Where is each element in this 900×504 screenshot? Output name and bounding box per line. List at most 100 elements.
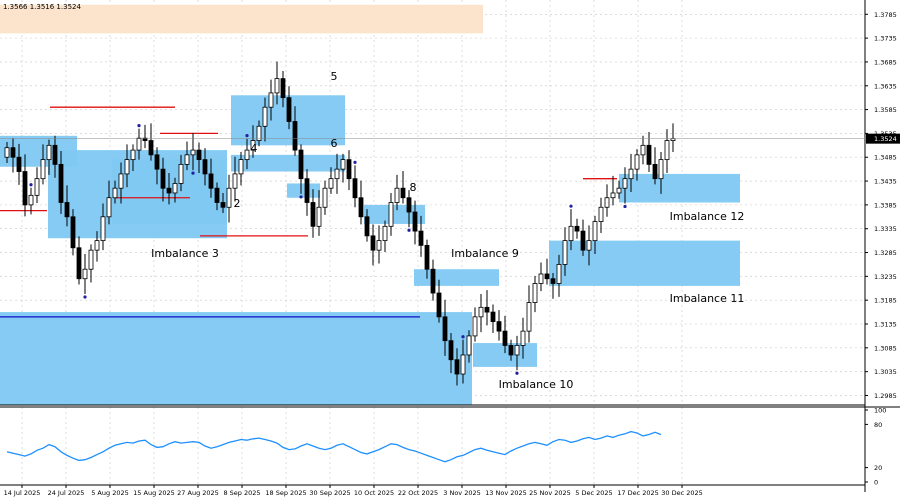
candle-bullish bbox=[256, 125, 262, 141]
time-tick-label: 25 Nov 2025 bbox=[529, 489, 571, 497]
candle-bearish bbox=[196, 149, 202, 161]
candle-bearish bbox=[424, 244, 430, 270]
zone-label: 7 bbox=[310, 206, 317, 219]
price-tick-label: 1.3435 bbox=[874, 178, 897, 186]
candle-bearish bbox=[358, 197, 364, 218]
time-tick-label: 13 Nov 2025 bbox=[485, 489, 527, 497]
candle-bearish bbox=[10, 147, 16, 158]
candle-bullish bbox=[670, 138, 676, 141]
fractal-marker bbox=[83, 295, 87, 299]
candle-bullish bbox=[226, 187, 232, 208]
time-tick-label: 15 Aug 2025 bbox=[133, 489, 175, 497]
candle-bullish bbox=[376, 240, 382, 251]
candle-bearish bbox=[214, 187, 220, 203]
candle-bullish bbox=[274, 78, 280, 94]
candle-bearish bbox=[160, 168, 166, 189]
candle-bearish bbox=[142, 137, 148, 141]
candle-bearish bbox=[202, 159, 208, 175]
candle-bullish bbox=[262, 106, 268, 127]
candle-bearish bbox=[364, 216, 370, 237]
price-tick-label: 1.3285 bbox=[874, 249, 897, 257]
candle-bullish bbox=[334, 168, 340, 180]
candle-bearish bbox=[52, 144, 58, 165]
candle-bearish bbox=[652, 163, 658, 180]
candle-bearish bbox=[448, 340, 454, 361]
time-tick-label: 24 Jul 2025 bbox=[48, 489, 85, 497]
time-tick-label: 10 Oct 2025 bbox=[354, 489, 394, 497]
candle-bullish bbox=[136, 137, 142, 151]
candle-bearish bbox=[70, 216, 76, 249]
candle-bearish bbox=[352, 178, 358, 199]
imbalance-zone bbox=[287, 183, 320, 198]
zone-label: Imbalance 12 bbox=[670, 210, 745, 223]
price-tick-label: 1.3635 bbox=[874, 82, 897, 90]
candle-bearish bbox=[406, 197, 412, 213]
candle-bullish bbox=[322, 187, 328, 208]
candle-bearish bbox=[436, 292, 442, 318]
candle-bullish bbox=[340, 159, 346, 170]
time-tick-label: 8 Sep 2025 bbox=[223, 489, 260, 497]
candle-bearish bbox=[412, 211, 418, 232]
price-tick-label: 1.3335 bbox=[874, 225, 897, 233]
candle-bullish bbox=[460, 354, 466, 375]
candle-bearish bbox=[490, 311, 496, 323]
candle-bearish bbox=[16, 156, 22, 172]
candle-bullish bbox=[520, 330, 526, 346]
price-tick-label: 1.3085 bbox=[874, 344, 897, 352]
candle-bullish bbox=[316, 206, 322, 227]
fractal-marker bbox=[137, 124, 141, 128]
candle-bearish bbox=[292, 121, 298, 151]
fractal-marker bbox=[191, 171, 195, 175]
candle-bearish bbox=[64, 202, 70, 218]
fractal-marker bbox=[569, 204, 573, 208]
imbalance-zone bbox=[549, 240, 740, 286]
time-tick-label: 17 Dec 2025 bbox=[617, 489, 659, 497]
candle-bullish bbox=[538, 273, 544, 284]
candle-bullish bbox=[472, 316, 478, 337]
price-tick-label: 1.3785 bbox=[874, 11, 897, 19]
candle-bullish bbox=[100, 216, 106, 242]
price-tick-label: 1.3235 bbox=[874, 273, 897, 281]
candle-bullish bbox=[124, 159, 130, 175]
candle-bullish bbox=[592, 221, 598, 242]
price-tick-label: 1.3385 bbox=[874, 201, 897, 209]
imbalance-zone bbox=[473, 343, 537, 367]
candle-bearish bbox=[148, 140, 154, 156]
candle-bearish bbox=[220, 202, 226, 208]
candle-bearish bbox=[502, 330, 508, 346]
imbalance-zone bbox=[0, 312, 472, 405]
candle-bearish bbox=[496, 321, 502, 332]
candle-bullish bbox=[478, 306, 484, 318]
zone-label: Imbalance 9 bbox=[451, 247, 519, 260]
price-tick-label: 1.3735 bbox=[874, 35, 897, 43]
candle-bullish bbox=[628, 168, 634, 180]
candle-bullish bbox=[616, 187, 622, 194]
candle-bearish bbox=[442, 316, 448, 342]
time-tick-label: 18 Sep 2025 bbox=[265, 489, 306, 497]
candle-bullish bbox=[532, 283, 538, 303]
fractal-marker bbox=[353, 160, 357, 164]
candle-bullish bbox=[604, 197, 610, 208]
time-tick-label: 5 Dec 2025 bbox=[575, 489, 612, 497]
fractal-marker bbox=[515, 371, 519, 375]
candle-bullish bbox=[382, 225, 388, 242]
fractal-marker bbox=[407, 228, 411, 232]
candle-bearish bbox=[22, 171, 28, 206]
candle-bullish bbox=[4, 147, 10, 158]
fractal-marker bbox=[299, 195, 303, 199]
candle-bullish bbox=[634, 154, 640, 170]
price-tick-label: 1.3035 bbox=[874, 368, 897, 376]
candle-bullish bbox=[664, 140, 670, 161]
candle-bullish bbox=[178, 163, 184, 184]
zone-label: 5 bbox=[331, 70, 338, 83]
candle-bullish bbox=[40, 159, 46, 180]
zone-label: 2 bbox=[234, 197, 241, 210]
zone-label: 6 bbox=[331, 137, 338, 150]
candle-bullish bbox=[466, 335, 472, 356]
fractal-marker bbox=[245, 134, 249, 138]
candle-bearish bbox=[304, 178, 310, 203]
candle-bearish bbox=[484, 306, 490, 313]
candle-bearish bbox=[58, 163, 64, 203]
